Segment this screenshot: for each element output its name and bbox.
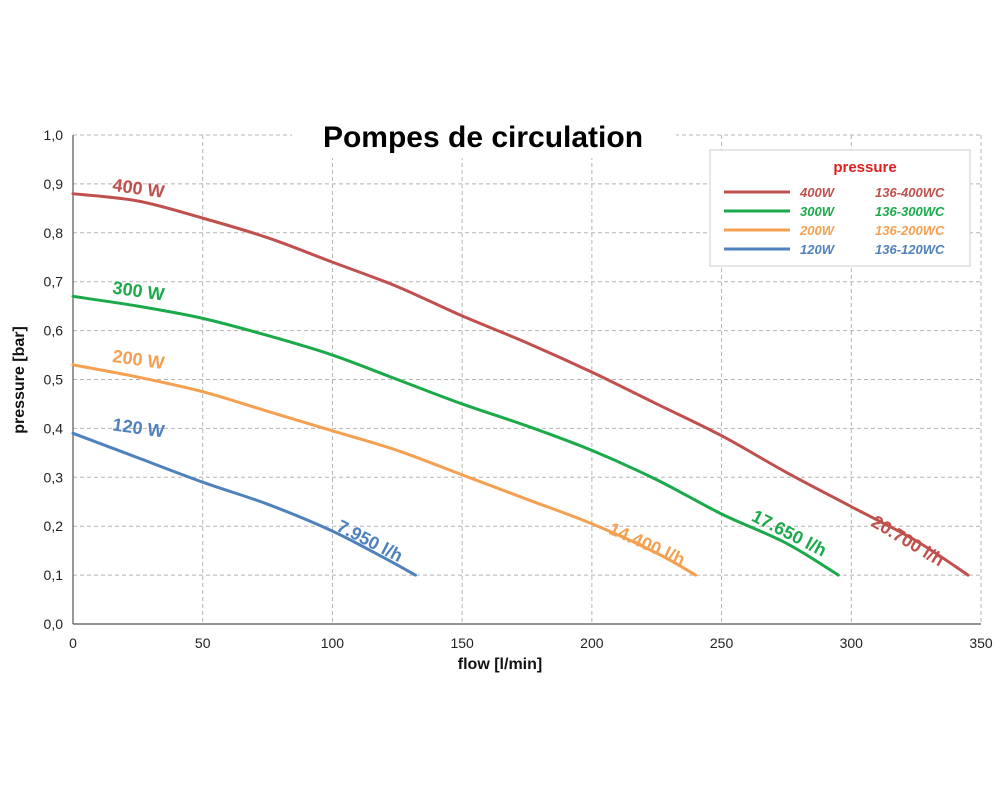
series-line-120w (71, 431, 417, 577)
y-tick-label: 1,0 (44, 127, 64, 143)
y-tick-label: 0,5 (44, 372, 64, 388)
legend-label: 300W (800, 204, 836, 219)
legend-model: 136-200WC (875, 223, 945, 238)
x-tick-label: 200 (580, 635, 604, 651)
x-tick-label: 50 (195, 635, 211, 651)
y-tick-label: 0,9 (44, 176, 64, 192)
y-tick-label: 0,1 (44, 567, 64, 583)
curve-label-200w: 200 W (111, 346, 165, 373)
x-axis-title: flow [l/min] (458, 656, 542, 673)
legend-label: 400W (799, 185, 836, 200)
y-tick-label: 0,3 (44, 469, 64, 485)
series-group (71, 192, 970, 577)
chart-title-background (292, 114, 676, 158)
x-tick-label: 350 (969, 635, 993, 651)
y-tick-label: 0,6 (44, 323, 64, 339)
end-label-120w: 7.950 l/h (334, 516, 406, 566)
legend-entries: 400W 136-400WC 300W 136-300WC 200W 136-200WC 1… (724, 185, 945, 257)
end-label-300w: 17.650 l/h (748, 506, 829, 561)
legend-model: 136-400WC (875, 185, 945, 200)
legend-model: 136-120WC (875, 242, 945, 257)
x-tick-label: 150 (450, 635, 474, 651)
y-tick-label: 0,8 (44, 225, 64, 241)
axes: 0 50 100 150 200 250 300 350 0,0 0,1 0,2 0,3 0,4 0,5 0… (44, 127, 993, 651)
y-tick-label: 0,2 (44, 518, 64, 534)
end-label-400w: 20.700 l/h (868, 511, 948, 570)
curve-label-120w: 120 W (111, 414, 165, 441)
series-line-300w (71, 294, 840, 577)
y-axis-title: pressure [bar] (11, 326, 28, 434)
legend-model: 136-300WC (875, 204, 945, 219)
legend: pressure 400W 136-400WC 300W 136-300WC 200W 1… (709, 149, 971, 267)
series-line-200w (71, 363, 698, 577)
series-line-400w (71, 192, 970, 577)
x-tick-label: 300 (840, 635, 864, 651)
y-tick-label: 0,7 (44, 274, 64, 290)
legend-label: 200W (799, 223, 836, 238)
y-tick-label: 0,0 (44, 616, 64, 632)
x-tick-label: 0 (69, 635, 77, 651)
legend-box (709, 149, 971, 267)
x-tick-label: 250 (710, 635, 734, 651)
chart-title: Pompes de circulation (323, 121, 643, 154)
legend-label: 120W (800, 242, 836, 257)
x-tick-label: 100 (321, 635, 345, 651)
legend-title: pressure (833, 159, 896, 176)
y-tick-label: 0,4 (44, 420, 64, 436)
